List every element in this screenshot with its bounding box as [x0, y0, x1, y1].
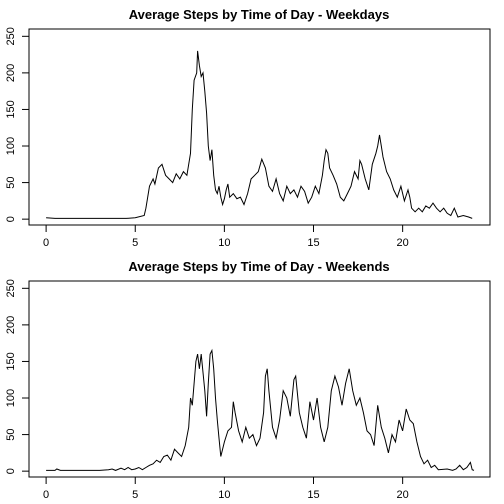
y-tick-label: 0: [5, 468, 17, 474]
y-tick-label: 100: [5, 389, 17, 407]
x-axis: 0 5 10 15 20: [43, 224, 409, 249]
chart-title: Average Steps by Time of Day - Weekends: [128, 259, 389, 274]
y-tick-label: 50: [5, 176, 17, 188]
chart-panel-weekdays: Average Steps by Time of Day - Weekdays …: [5, 7, 491, 249]
y-tick-label: 0: [5, 216, 17, 222]
x-tick-label: 10: [218, 237, 230, 249]
y-tick-label: 250: [5, 27, 17, 45]
y-tick-label: 50: [5, 428, 17, 440]
x-tick-label: 0: [43, 237, 49, 249]
x-tick-label: 0: [43, 489, 49, 501]
chart-panel-weekends: Average Steps by Time of Day - Weekends …: [5, 259, 491, 501]
y-tick-label: 150: [5, 100, 17, 118]
x-tick-label: 15: [307, 237, 319, 249]
series-line: [46, 50, 473, 219]
y-tick-label: 150: [5, 352, 17, 370]
plot-area: [46, 50, 473, 219]
series-line: [46, 348, 475, 471]
x-tick-label: 20: [397, 237, 409, 249]
y-tick-label: 200: [5, 316, 17, 334]
y-tick-label: 200: [5, 64, 17, 82]
x-tick-label: 20: [397, 489, 409, 501]
y-tick-label: 100: [5, 137, 17, 155]
y-axis: 0 50 100 150 200 250: [5, 27, 30, 222]
plot-box: [28, 28, 491, 226]
x-tick-label: 10: [218, 489, 230, 501]
x-tick-label: 15: [307, 489, 319, 501]
plot-area: [46, 348, 475, 471]
y-axis: 0 50 100 150 200 250: [5, 279, 30, 474]
x-tick-label: 5: [132, 237, 138, 249]
x-tick-label: 5: [132, 489, 138, 501]
x-axis: 0 5 10 15 20: [43, 476, 409, 501]
plot-box: [28, 280, 491, 478]
chart-title: Average Steps by Time of Day - Weekdays: [129, 7, 390, 22]
y-tick-label: 250: [5, 279, 17, 297]
